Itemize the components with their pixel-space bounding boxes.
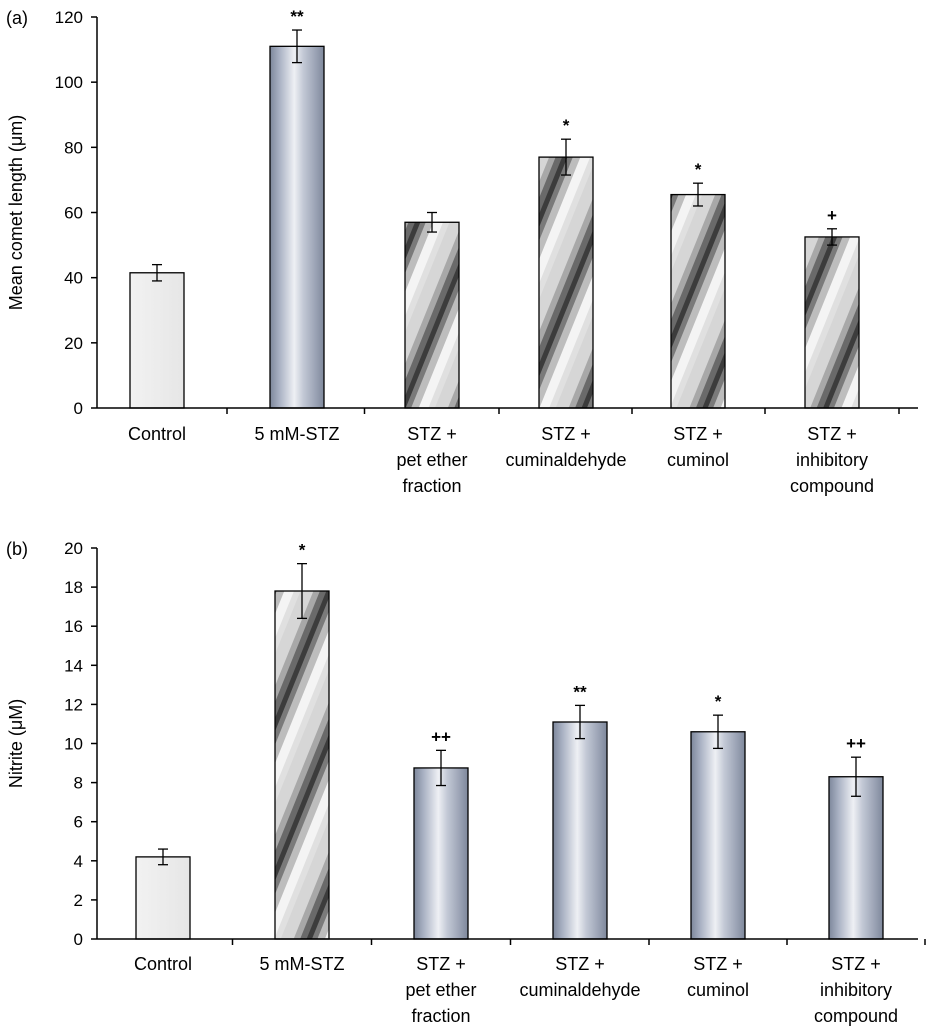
error-bar-a-0 xyxy=(152,263,162,282)
y-tick-label-b-7: 14 xyxy=(64,656,83,675)
significance-b-4: * xyxy=(715,692,722,711)
y-tick-label-a-6: 120 xyxy=(55,8,83,27)
bar-b-1 xyxy=(274,590,330,940)
y-tick-label-b-1: 2 xyxy=(74,891,83,910)
y-ticks-b: 0 2 4 6 8 10 12 14 16 18 20 xyxy=(64,539,97,949)
category-label-b-2-0: STZ + xyxy=(416,954,466,974)
category-label-a-2-1: pet ether xyxy=(396,450,467,470)
error-bar-a-5 xyxy=(827,228,837,246)
category-label-b-3-1: cuminaldehyde xyxy=(519,980,640,1000)
y-tick-label-b-3: 6 xyxy=(74,813,83,832)
panel-label-b: (b) xyxy=(6,539,28,559)
significance-a-5: + xyxy=(827,206,837,225)
error-bar-b-3 xyxy=(575,704,585,740)
error-bar-a-4 xyxy=(693,182,703,207)
panel-a: (a) Mean comet length (μm) 0 20 40 60 80 100 1… xyxy=(6,7,918,496)
significance-b-1: * xyxy=(299,541,306,560)
bar-a-1 xyxy=(269,45,325,409)
error-bar-b-4 xyxy=(713,714,723,750)
category-label-a-0-0: Control xyxy=(128,424,186,444)
error-bar-a-2 xyxy=(427,211,437,233)
error-bar-b-1 xyxy=(297,562,307,620)
category-label-a-3-1: cuminaldehyde xyxy=(505,450,626,470)
category-label-a-2-2: fraction xyxy=(402,476,461,496)
y-tick-label-a-4: 80 xyxy=(64,138,83,157)
category-label-b-0-0: Control xyxy=(134,954,192,974)
category-label-b-1-0: 5 mM-STZ xyxy=(260,954,345,974)
bar-b-0 xyxy=(135,856,191,940)
error-bar-b-2 xyxy=(436,749,446,787)
category-label-a-2-0: STZ + xyxy=(407,424,457,444)
y-tick-label-a-0: 0 xyxy=(74,399,83,418)
error-bar-a-3 xyxy=(561,138,571,176)
significance-a-3: * xyxy=(563,116,570,135)
y-tick-label-b-4: 8 xyxy=(74,774,83,793)
axes-b xyxy=(96,548,926,945)
axes-a xyxy=(96,17,918,414)
y-tick-label-b-5: 10 xyxy=(64,735,83,754)
y-tick-label-a-3: 60 xyxy=(64,204,83,223)
category-label-b-5-0: STZ + xyxy=(831,954,881,974)
bar-a-5 xyxy=(804,236,860,409)
category-label-b-2-1: pet ether xyxy=(405,980,476,1000)
y-tick-label-b-2: 4 xyxy=(74,852,83,871)
category-label-b-5-2: compound xyxy=(814,1006,898,1026)
bar-a-2 xyxy=(404,221,460,409)
y-axis-title-a: Mean comet length (μm) xyxy=(6,115,26,310)
category-label-a-5-2: compound xyxy=(790,476,874,496)
error-bar-a-1 xyxy=(292,29,302,64)
panel-label-a: (a) xyxy=(6,8,28,28)
y-tick-label-a-5: 100 xyxy=(55,73,83,92)
bar-b-2 xyxy=(413,767,469,940)
bar-a-0 xyxy=(129,272,185,409)
category-label-a-3-0: STZ + xyxy=(541,424,591,444)
bar-a-4 xyxy=(670,193,726,409)
x-categories-a: Control 5 mM-STZ STZ + pet ether fraction STZ… xyxy=(128,424,874,496)
category-label-a-5-1: inhibitory xyxy=(796,450,868,470)
y-tick-label-b-6: 12 xyxy=(64,695,83,714)
category-label-b-5-1: inhibitory xyxy=(820,980,892,1000)
error-bar-b-5 xyxy=(851,756,861,797)
bar-b-5 xyxy=(828,776,884,940)
significance-a-1: ** xyxy=(290,7,304,26)
significance-b-3: ** xyxy=(573,682,587,701)
bars-a: ****+ xyxy=(129,7,860,409)
bar-a-3 xyxy=(538,156,594,409)
category-label-a-4-0: STZ + xyxy=(673,424,723,444)
y-tick-label-b-9: 18 xyxy=(64,578,83,597)
y-tick-label-b-10: 20 xyxy=(64,539,83,558)
significance-b-2: ++ xyxy=(431,727,451,746)
category-label-a-1-0: 5 mM-STZ xyxy=(255,424,340,444)
y-ticks-a: 0 20 40 60 80 100 120 xyxy=(55,8,97,418)
category-label-a-5-0: STZ + xyxy=(807,424,857,444)
significance-a-4: * xyxy=(695,160,702,179)
category-label-b-2-2: fraction xyxy=(411,1006,470,1026)
x-categories-b: Control 5 mM-STZ STZ + pet ether fraction STZ… xyxy=(134,954,898,1026)
y-tick-label-a-1: 20 xyxy=(64,334,83,353)
bars-b: *++***++ xyxy=(135,541,884,940)
y-tick-label-b-8: 16 xyxy=(64,617,83,636)
category-label-b-4-1: cuminol xyxy=(687,980,749,1000)
y-tick-label-b-0: 0 xyxy=(74,930,83,949)
significance-b-5: ++ xyxy=(846,734,866,753)
bar-b-3 xyxy=(552,721,608,940)
category-label-a-4-1: cuminol xyxy=(667,450,729,470)
category-label-b-4-0: STZ + xyxy=(693,954,743,974)
y-tick-label-a-2: 40 xyxy=(64,269,83,288)
y-axis-title-b: Nitrite (μM) xyxy=(6,699,26,788)
error-bar-b-0 xyxy=(158,848,168,866)
category-label-b-3-0: STZ + xyxy=(555,954,605,974)
bar-b-4 xyxy=(690,731,746,940)
